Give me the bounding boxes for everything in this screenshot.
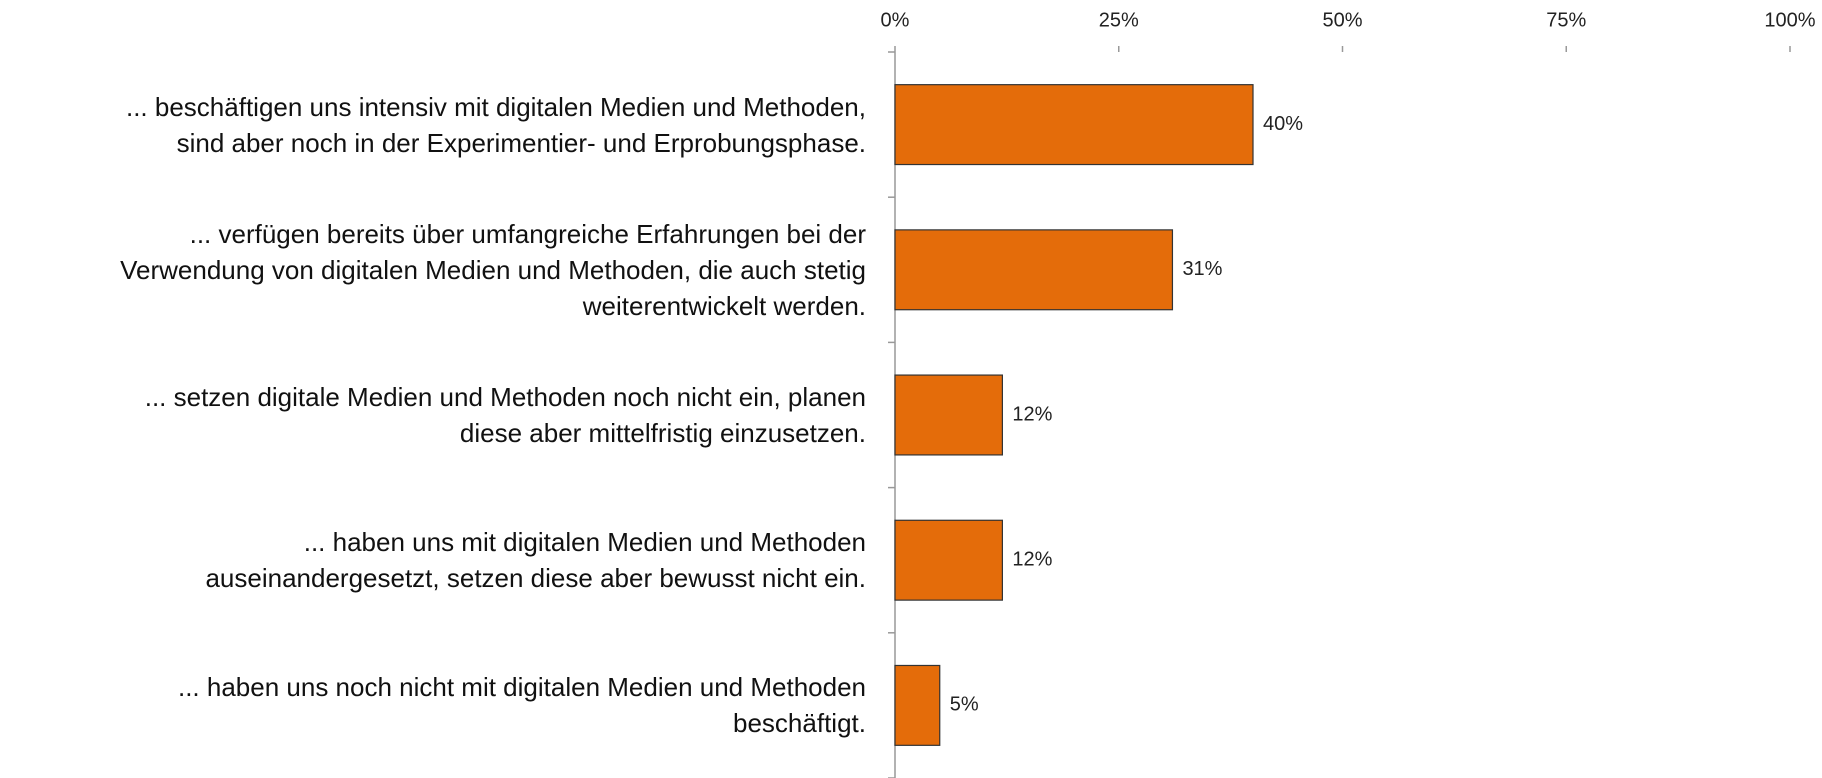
category-label: ... verfügen bereits über umfangreiche E… xyxy=(120,218,866,321)
bar xyxy=(894,229,1174,311)
category-label-wrap: ... beschäftigen uns intensiv mit digita… xyxy=(0,52,866,197)
category-label-box: ... setzen digitale Medien und Methoden … xyxy=(0,342,866,487)
category-label-wrap: ... haben uns mit digitalen Medien und M… xyxy=(0,488,866,633)
value-label: 5% xyxy=(950,694,979,716)
x-tick-label: 100% xyxy=(1764,9,1815,31)
category-label-box: ... haben uns mit digitalen Medien und M… xyxy=(0,488,866,633)
category-label-box: ... haben uns noch nicht mit digitalen M… xyxy=(0,633,866,778)
value-label: 12% xyxy=(1012,403,1052,425)
x-tick-label: 25% xyxy=(1099,9,1139,31)
category-label-box: ... verfügen bereits über umfangreiche E… xyxy=(0,197,866,342)
category-label-wrap: ... setzen digitale Medien und Methoden … xyxy=(0,342,866,487)
bar xyxy=(894,84,1254,166)
x-tick-label: 50% xyxy=(1322,9,1362,31)
category-label-box: ... beschäftigen uns intensiv mit digita… xyxy=(0,52,866,197)
bar xyxy=(894,664,941,746)
value-label: 12% xyxy=(1012,548,1052,570)
category-label: ... haben uns mit digitalen Medien und M… xyxy=(205,527,866,594)
bar xyxy=(894,519,1004,601)
bar xyxy=(894,374,1004,456)
category-label: ... haben uns noch nicht mit digitalen M… xyxy=(177,672,866,739)
category-label: ... setzen digitale Medien und Methoden … xyxy=(144,381,866,448)
category-label-wrap: ... verfügen bereits über umfangreiche E… xyxy=(0,197,866,342)
value-label: 31% xyxy=(1182,258,1222,280)
category-label-wrap: ... haben uns noch nicht mit digitalen M… xyxy=(0,633,866,778)
category-label: ... beschäftigen uns intensiv mit digita… xyxy=(125,91,866,158)
value-label: 40% xyxy=(1263,113,1303,135)
x-tick-label: 75% xyxy=(1546,9,1586,31)
x-tick-label: 0% xyxy=(881,9,910,31)
